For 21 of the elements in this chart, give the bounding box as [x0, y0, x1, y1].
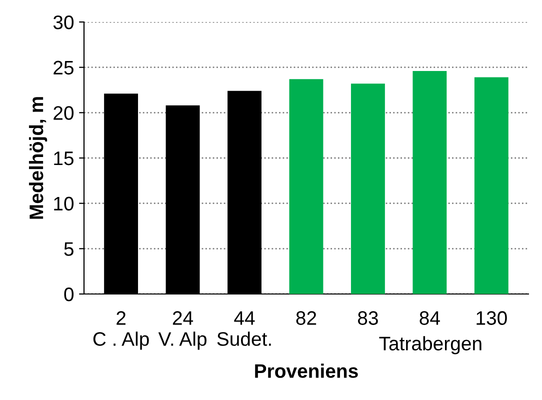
- y-tick-label: 20: [54, 106, 74, 120]
- x-tick-label: 24 V. Alp: [158, 311, 206, 350]
- bar: [289, 79, 324, 294]
- y-tick-label: 15: [54, 152, 74, 166]
- bar: [474, 77, 508, 294]
- x-tick-label: 84: [420, 311, 440, 325]
- bar: [412, 70, 447, 294]
- y-tick-label: 5: [64, 242, 74, 256]
- x-tick-label: 130: [476, 311, 507, 325]
- y-tick-label: 25: [54, 60, 74, 75]
- y-axis-title: Medelhöjd, m: [28, 97, 48, 219]
- x-tick-label: 83: [358, 311, 378, 325]
- y-tick-label: 10: [54, 196, 74, 211]
- x-tick-label: 2 C . Alp: [93, 311, 149, 350]
- bar: [350, 84, 385, 294]
- text: Tatrabergen: [379, 336, 482, 354]
- y-tick-label: 0: [64, 287, 74, 302]
- x-tick-label: 44 Sudet.: [217, 311, 271, 346]
- y-tick-label: 30: [53, 15, 74, 30]
- x-axis-title: Proveniens: [255, 364, 358, 378]
- x-tick-label: 82: [296, 311, 316, 325]
